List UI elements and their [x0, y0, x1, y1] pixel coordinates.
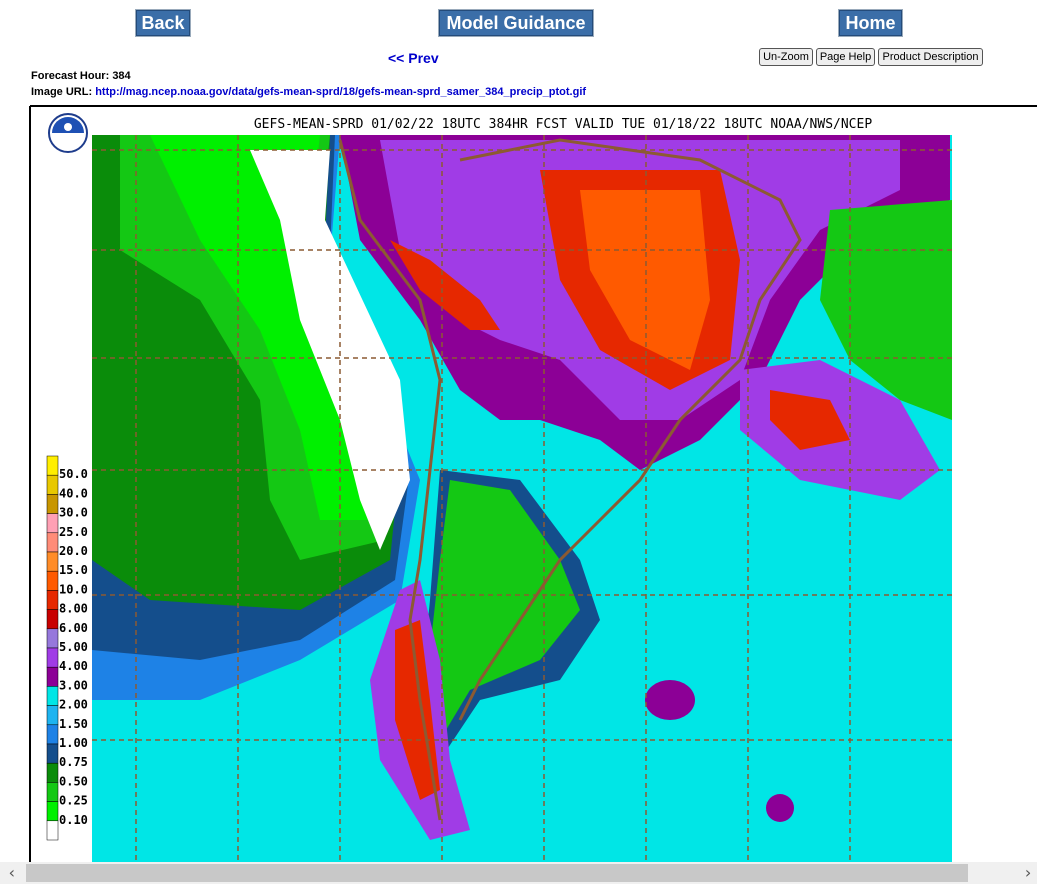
legend-swatch [46, 647, 59, 668]
model-guidance-button[interactable]: Model Guidance [438, 9, 594, 37]
legend: 50.0 40.0 30.0 25.0 20.0 15.0 10.0 8.00 6.00 5.00… [46, 455, 88, 841]
legend-label: 6.00 [59, 621, 88, 635]
legend-label: 3.00 [59, 678, 88, 692]
legend-label: 8.00 [59, 602, 88, 616]
map-grid [92, 135, 952, 862]
legend-label: 10.0 [59, 582, 88, 596]
legend-label: 2.00 [59, 698, 88, 712]
legend-label: 40.0 [59, 486, 88, 500]
noaa-logo [48, 113, 88, 153]
legend-swatch [46, 820, 59, 841]
value: 384 [112, 70, 131, 82]
image-url: Image URL: http://mag.ncep.noaa.gov/data… [31, 86, 586, 98]
url-link[interactable]: http://mag.ncep.noaa.gov/data/gefs-mean-… [95, 86, 587, 98]
legend-swatch [46, 666, 59, 687]
prev-link[interactable]: << Prev [388, 50, 439, 66]
product-description-button[interactable]: Product Description [878, 48, 983, 66]
legend-swatch [46, 782, 59, 802]
legend-label: 15.0 [59, 563, 88, 577]
page-help-button[interactable]: Page Help [816, 48, 875, 66]
legend-swatch [46, 609, 59, 630]
legend-swatch [46, 474, 59, 495]
scrollbar[interactable]: ‹ › [0, 862, 1037, 884]
label: Image URL: [31, 86, 93, 98]
legend-swatch [46, 455, 59, 476]
map-title: GEFS-MEAN-SPRD 01/02/22 18UTC 384HR FCST… [254, 117, 872, 132]
legend-label: 30.0 [59, 506, 88, 520]
legend-label: 0.50 [59, 774, 88, 788]
legend-label: 20.0 [59, 544, 88, 558]
legend-swatch [46, 570, 59, 591]
legend-swatch [46, 762, 59, 783]
legend-swatch [46, 743, 59, 764]
legend-label: 0.75 [59, 755, 88, 769]
legend-swatch [46, 494, 59, 514]
legend-swatch [46, 551, 59, 572]
legend-swatch [46, 513, 59, 534]
home-button[interactable]: Home [838, 9, 903, 37]
legend-swatch [46, 590, 59, 610]
forecast-hour: Forecast Hour: 384 [31, 70, 131, 82]
legend-swatch [46, 628, 59, 649]
legend-swatch [46, 724, 59, 745]
unzoom-button[interactable]: Un-Zoom [759, 48, 813, 66]
legend-label: 4.00 [59, 659, 88, 673]
map-field [92, 135, 952, 862]
legend-swatch [46, 686, 59, 706]
legend-swatch [46, 705, 59, 726]
svg-text:›: › [1023, 863, 1033, 882]
label: Forecast Hour: [31, 70, 110, 82]
legend-label: 1.50 [59, 717, 88, 731]
legend-label: 0.10 [59, 813, 88, 827]
legend-label: 25.0 [59, 525, 88, 539]
back-button[interactable]: Back [135, 9, 191, 37]
legend-label: 1.00 [59, 736, 88, 750]
legend-label: 0.25 [59, 794, 88, 808]
legend-label: 50.0 [59, 467, 88, 481]
legend-label: 5.00 [59, 640, 88, 654]
legend-swatch [46, 532, 59, 553]
legend-swatch [46, 801, 59, 822]
svg-text:‹: ‹ [7, 863, 17, 882]
